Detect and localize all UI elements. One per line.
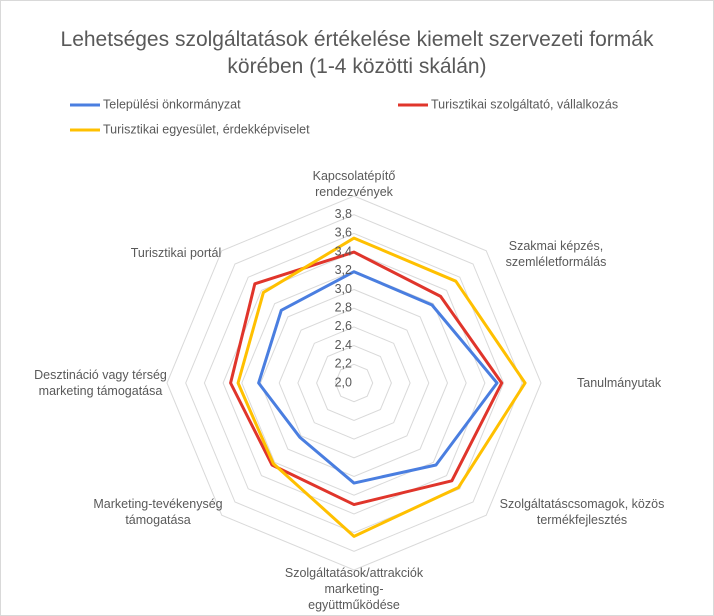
category-label: Marketing-tevékenység támogatása <box>93 497 223 527</box>
grid-ring <box>297 326 411 440</box>
y-tick-label: 2,0 <box>335 375 352 389</box>
y-tick-label: 3,6 <box>335 226 352 240</box>
y-tick-label: 2,8 <box>335 300 352 314</box>
grid-ring <box>334 363 374 403</box>
y-tick-label: 3,0 <box>335 282 352 296</box>
category-label: Tanulmányutak <box>577 376 662 390</box>
category-label: Szakmai képzés, szemléletformálás <box>505 239 607 269</box>
grid-ring <box>203 232 505 534</box>
category-label: Kapcsolatépítő rendezvények <box>312 169 396 199</box>
y-tick-label: 3,2 <box>335 263 352 277</box>
grid-ring <box>316 345 392 421</box>
category-label: Turisztikai portál <box>130 246 222 260</box>
legend-label: Turisztikai egyesület, érdekképviselet <box>103 122 310 136</box>
y-tick-label: 2,4 <box>335 338 352 352</box>
grid-ring <box>241 270 467 496</box>
y-tick-label: 2,6 <box>335 319 352 333</box>
series-line <box>229 250 504 507</box>
category-label: Szolgáltatások/attrakciók marketing-együ… <box>284 566 424 612</box>
grid-ring <box>278 307 430 459</box>
category-label: Szolgáltatáscsomagok, közös termékfejles… <box>499 497 665 527</box>
series-line <box>236 236 527 538</box>
y-tick-label: 3,8 <box>335 207 352 221</box>
category-label: Desztináció vagy térség marketing támoga… <box>34 368 167 398</box>
outer-ring <box>166 195 542 571</box>
grid-ring <box>259 288 449 478</box>
grid-ring <box>185 214 523 552</box>
series-line <box>257 270 499 485</box>
chart-title: Lehetséges szolgáltatások értékelése kie… <box>60 28 654 78</box>
y-tick-label: 3,4 <box>335 244 352 258</box>
legend-label: Települési önkormányzat <box>103 97 241 111</box>
y-tick-label: 2,2 <box>335 357 352 371</box>
legend-label: Turisztikai szolgáltató, vállalkozás <box>431 97 618 111</box>
